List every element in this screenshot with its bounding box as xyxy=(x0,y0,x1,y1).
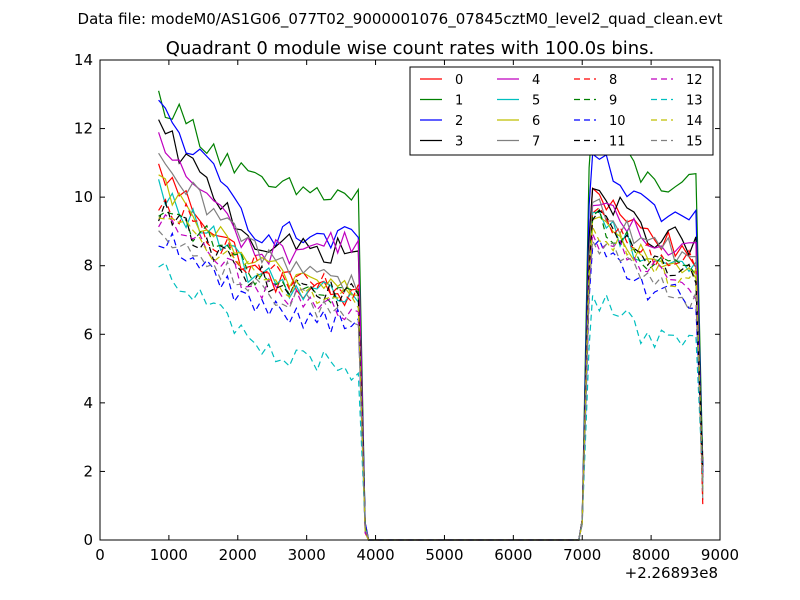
series-line-12 xyxy=(158,213,704,541)
y-tick-label: 0 xyxy=(83,531,93,549)
x-tick-label: 4000 xyxy=(356,546,394,564)
legend-label-6: 6 xyxy=(532,114,540,129)
y-tick-label: 6 xyxy=(83,325,93,343)
y-tick-label: 12 xyxy=(74,120,93,138)
y-tick-label: 2 xyxy=(83,462,93,480)
series-line-14 xyxy=(158,217,704,541)
legend-label-3: 3 xyxy=(455,135,463,150)
x-tick-label: 8000 xyxy=(632,546,670,564)
x-tick-label: 0 xyxy=(95,546,105,564)
series-line-15 xyxy=(158,230,704,541)
legend-label-0: 0 xyxy=(455,73,463,88)
legend-label-5: 5 xyxy=(532,94,540,109)
legend-label-8: 8 xyxy=(609,73,617,88)
series-line-1 xyxy=(158,90,704,541)
series-line-13 xyxy=(158,262,704,541)
legend-label-2: 2 xyxy=(455,114,463,129)
axis-layer: 0 1000 2000 3000 4000 5000 6000 7000 8000 9000 0 2 4… xyxy=(74,51,739,564)
x-axis-offset-label: +2.26893e8 xyxy=(625,564,718,582)
y-tick-label: 8 xyxy=(83,257,93,275)
plot-frame xyxy=(99,59,721,541)
y-tick-label: 14 xyxy=(74,51,93,69)
legend-label-4: 4 xyxy=(532,73,540,88)
legend-label-13: 13 xyxy=(686,94,703,109)
series-line-4 xyxy=(158,132,704,541)
series-line-3 xyxy=(158,119,704,541)
legend-label-15: 15 xyxy=(686,135,703,150)
x-tick-label: 7000 xyxy=(563,546,601,564)
x-tick-label: 2000 xyxy=(219,546,257,564)
legend-label-1: 1 xyxy=(455,94,463,109)
legend-label-9: 9 xyxy=(609,94,617,109)
series-line-11 xyxy=(158,200,704,541)
legend-label-7: 7 xyxy=(532,135,540,150)
legend-label-11: 11 xyxy=(609,135,626,150)
series-line-0 xyxy=(158,163,704,541)
series-line-6 xyxy=(158,174,704,541)
series-line-9 xyxy=(158,208,704,541)
x-tick-label: 9000 xyxy=(701,546,739,564)
series-layer xyxy=(158,90,704,541)
y-tick-label: 10 xyxy=(74,188,93,206)
legend-label-12: 12 xyxy=(686,73,703,88)
y-tick-label: 4 xyxy=(83,394,93,412)
x-tick-label: 3000 xyxy=(288,546,326,564)
figure-suptitle: Data file: modeM0/AS1G06_077T02_90000010… xyxy=(78,10,723,29)
series-line-8 xyxy=(158,198,704,541)
series-line-5 xyxy=(158,179,704,541)
series-line-10 xyxy=(158,231,704,541)
x-tick-label: 6000 xyxy=(494,546,532,564)
chart-title: Quadrant 0 module wise count rates with … xyxy=(166,38,655,59)
legend-label-14: 14 xyxy=(686,114,703,129)
series-line-2 xyxy=(158,99,704,541)
x-tick-label: 5000 xyxy=(425,546,463,564)
x-tick-label: 1000 xyxy=(150,546,188,564)
legend-label-10: 10 xyxy=(609,114,626,129)
series-line-7 xyxy=(158,152,704,541)
